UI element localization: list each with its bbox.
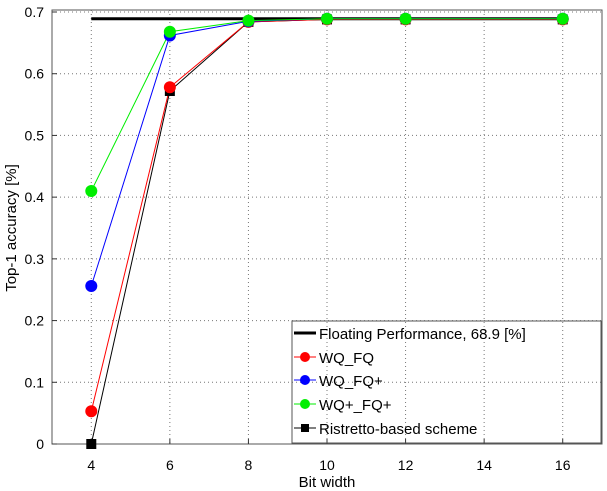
legend: Floating Performance, 68.9 [%] WQ_FQ WQ_FQ… (291, 320, 602, 444)
y-axis-label: Top-1 accuracy [%] (3, 164, 20, 292)
data-point-circle (85, 280, 98, 293)
y-tick-label: 0.1 (25, 374, 45, 390)
y-tick-label: 0.7 (25, 4, 45, 20)
data-point-square (86, 439, 97, 449)
series-line (90, 18, 563, 412)
y-tick-label: 0.5 (25, 127, 45, 143)
data-point-circle (163, 25, 176, 38)
data-point-circle (399, 12, 412, 25)
data-point-circle (556, 12, 569, 25)
data-series (85, 12, 569, 449)
legend-entry-label: WQ_FQ (319, 350, 374, 367)
x-tick-label: 16 (555, 457, 571, 473)
y-tick-label: 0.4 (25, 189, 45, 205)
legend-entry-label: Ristretto-based scheme (319, 421, 477, 438)
x-tick-label: 10 (319, 457, 335, 473)
legend-entry-label: WQ_FQ+ (319, 373, 383, 390)
y-tick-label: 0.2 (25, 313, 45, 329)
data-point-circle (85, 405, 98, 418)
legend-entry-label: WQ+_FQ+ (319, 397, 392, 414)
x-tick-label: 6 (166, 457, 174, 473)
axis-ticks: 4 6 8 10 12 14 16 0 0.1 0.2 0.3 0.4 0.5 0.6 0.7 (25, 4, 571, 473)
y-tick-label: 0.6 (25, 66, 45, 82)
x-tick-label: 8 (245, 457, 253, 473)
data-point-circle (85, 184, 98, 197)
y-tick-label: 0.3 (25, 251, 45, 267)
legend-entry-label: Floating Performance, 68.9 [%] (319, 326, 526, 343)
legend-box (291, 320, 602, 444)
data-point-circle (242, 14, 255, 27)
data-point-circle (321, 12, 333, 25)
x-tick-label: 4 (87, 457, 95, 473)
x-axis-label: Bit width (299, 474, 356, 491)
x-tick-label: 14 (476, 457, 492, 473)
data-point-circle (163, 81, 176, 94)
y-tick-label: 0 (36, 436, 44, 452)
series-line (90, 18, 563, 192)
x-tick-label: 12 (398, 457, 414, 473)
